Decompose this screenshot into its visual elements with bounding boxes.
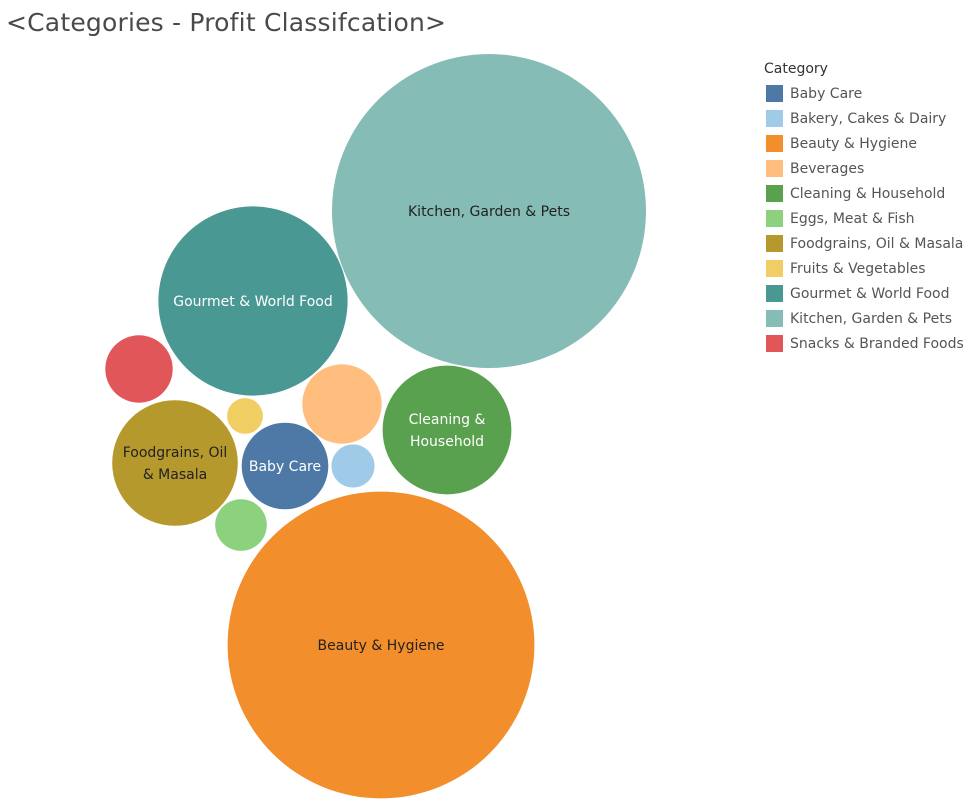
chart-title: <Categories - Profit Classifcation> bbox=[6, 8, 447, 37]
legend: Category Baby Care Bakery, Cakes & Dairy B… bbox=[764, 60, 970, 356]
legend-label: Kitchen, Garden & Pets bbox=[790, 310, 952, 327]
legend-title: Category bbox=[764, 61, 828, 77]
bubble-cleaning-household[interactable] bbox=[382, 365, 512, 495]
bubble-foodgrains-oil-masala[interactable] bbox=[112, 400, 238, 526]
legend-swatch bbox=[766, 135, 783, 152]
bubble-label-cleaning-household: Cleaning & bbox=[409, 412, 486, 428]
legend-item-beauty-hygiene[interactable]: Beauty & Hygiene bbox=[764, 131, 970, 156]
bubble-beauty-hygiene[interactable] bbox=[227, 491, 535, 799]
legend-swatch bbox=[766, 235, 783, 252]
bubble-label-gourmet-world-food: Gourmet & World Food bbox=[173, 294, 333, 310]
bubble-label-cleaning-household: Household bbox=[410, 434, 484, 450]
legend-item-kitchen-garden-pets[interactable]: Kitchen, Garden & Pets bbox=[764, 306, 970, 331]
legend-swatch bbox=[766, 310, 783, 327]
legend-label: Snacks & Branded Foods bbox=[790, 335, 964, 352]
legend-label: Beauty & Hygiene bbox=[790, 135, 917, 152]
legend-swatch bbox=[766, 160, 783, 177]
bubble-label-kitchen-garden-pets: Kitchen, Garden & Pets bbox=[408, 204, 570, 220]
legend-item-cleaning-household[interactable]: Cleaning & Household bbox=[764, 181, 970, 206]
bubble-chart: Baby Care Beauty & Hygiene Cleaning & House… bbox=[105, 54, 646, 799]
legend-swatch bbox=[766, 285, 783, 302]
bubble-gourmet-world-food[interactable] bbox=[158, 206, 348, 396]
bubble-bakery-cakes-dairy[interactable] bbox=[331, 444, 375, 488]
legend-item-foodgrains-oil-masala[interactable]: Foodgrains, Oil & Masala bbox=[764, 231, 970, 256]
legend-swatch bbox=[766, 335, 783, 352]
bubble-kitchen-garden-pets[interactable] bbox=[332, 54, 646, 368]
bubble-fruits-vegetables[interactable] bbox=[227, 398, 263, 434]
bubble-baby-care[interactable] bbox=[241, 422, 329, 510]
bubble-label-beauty-hygiene: Beauty & Hygiene bbox=[318, 638, 445, 654]
bubble-label-foodgrains-oil-masala: Foodgrains, Oil bbox=[123, 445, 228, 461]
legend-item-fruits-vegetables[interactable]: Fruits & Vegetables bbox=[764, 256, 970, 281]
bubble-eggs-meat-fish[interactable] bbox=[215, 499, 267, 551]
legend-item-gourmet-world-food[interactable]: Gourmet & World Food bbox=[764, 281, 970, 306]
legend-item-eggs-meat-fish[interactable]: Eggs, Meat & Fish bbox=[764, 206, 970, 231]
bubble-beverages[interactable] bbox=[302, 364, 382, 444]
legend-label: Fruits & Vegetables bbox=[790, 260, 926, 277]
bubble-label-foodgrains-oil-masala: & Masala bbox=[143, 467, 207, 483]
bubble-label-baby-care: Baby Care bbox=[249, 459, 321, 475]
legend-label: Foodgrains, Oil & Masala bbox=[790, 235, 964, 252]
legend-item-baby-care[interactable]: Baby Care bbox=[764, 81, 970, 106]
legend-swatch bbox=[766, 260, 783, 277]
bubble-snacks-branded-foods[interactable] bbox=[105, 335, 173, 403]
legend-swatch bbox=[766, 85, 783, 102]
legend-label: Beverages bbox=[790, 160, 865, 177]
legend-item-bakery-cakes-dairy[interactable]: Bakery, Cakes & Dairy bbox=[764, 106, 970, 131]
legend-swatch bbox=[766, 210, 783, 227]
legend-swatch bbox=[766, 110, 783, 127]
legend-item-beverages[interactable]: Beverages bbox=[764, 156, 970, 181]
legend-items: Baby Care Bakery, Cakes & Dairy Beauty & H… bbox=[764, 81, 970, 356]
legend-label: Bakery, Cakes & Dairy bbox=[790, 110, 947, 127]
legend-label: Gourmet & World Food bbox=[790, 285, 950, 302]
legend-label: Eggs, Meat & Fish bbox=[790, 210, 915, 227]
legend-label: Baby Care bbox=[790, 85, 863, 102]
legend-item-snacks-branded-foods[interactable]: Snacks & Branded Foods bbox=[764, 331, 970, 356]
legend-label: Cleaning & Household bbox=[790, 185, 946, 202]
legend-swatch bbox=[766, 185, 783, 202]
